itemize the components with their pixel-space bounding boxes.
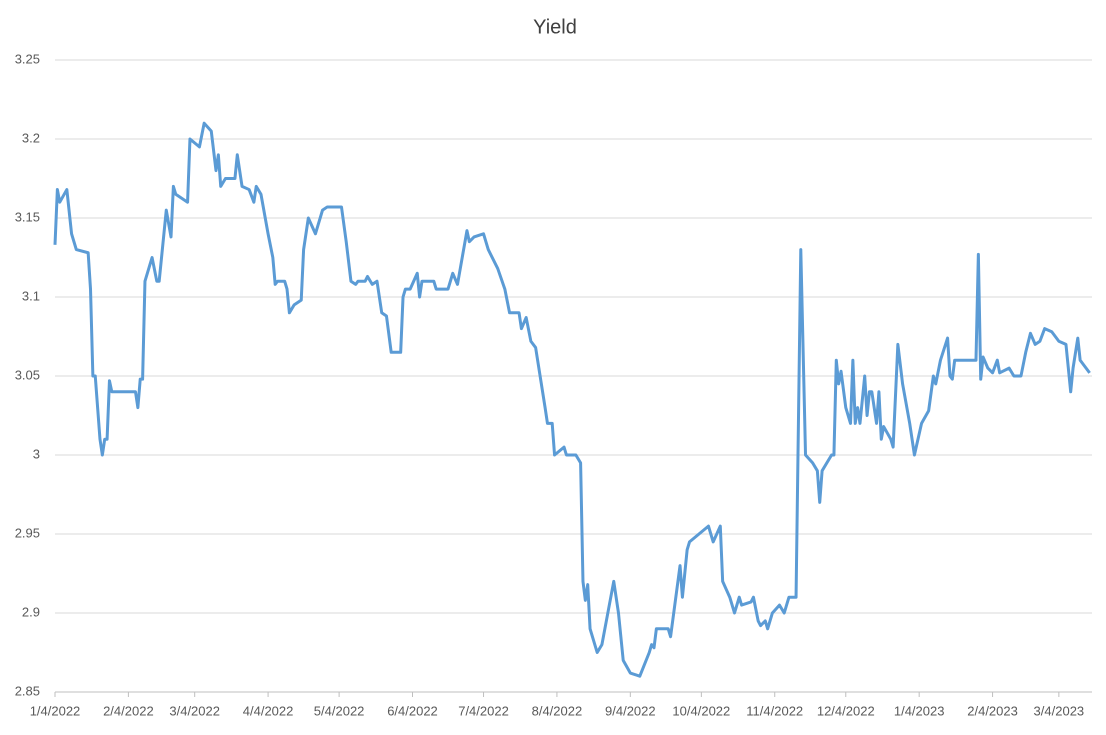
x-tick-label: 1/4/2022 <box>30 703 81 718</box>
y-tick-label: 2.85 <box>15 683 40 698</box>
y-tick-label: 2.95 <box>15 525 40 540</box>
x-tick-label: 1/4/2023 <box>894 703 945 718</box>
x-tick-label: 4/4/2022 <box>243 703 294 718</box>
data-line <box>53 121 1091 678</box>
y-tick-label: 3.1 <box>22 288 40 303</box>
x-tick-label: 2/4/2023 <box>967 703 1018 718</box>
x-tick-label: 5/4/2022 <box>314 703 365 718</box>
x-tick-label: 3/4/2022 <box>169 703 220 718</box>
x-tick-label: 7/4/2022 <box>458 703 509 718</box>
x-tick-label: 8/4/2022 <box>532 703 583 718</box>
x-tick-label: 10/4/2022 <box>672 703 730 718</box>
x-tick-label: 3/4/2023 <box>1034 703 1085 718</box>
y-tick-label: 2.9 <box>22 604 40 619</box>
x-tick-label: 2/4/2022 <box>103 703 154 718</box>
x-tick-label: 9/4/2022 <box>605 703 656 718</box>
x-tick-label: 11/4/2022 <box>746 703 803 718</box>
y-tick-label: 3.25 <box>15 51 40 66</box>
y-tick-label: 3.05 <box>15 367 40 382</box>
y-tick-label: 3.2 <box>22 130 40 145</box>
x-tick-label: 12/4/2022 <box>817 703 875 718</box>
y-tick-label: 3 <box>33 446 40 461</box>
y-tick-label: 3.15 <box>15 209 40 224</box>
chart-title: Yield <box>533 16 577 38</box>
x-tick-label: 6/4/2022 <box>387 703 438 718</box>
